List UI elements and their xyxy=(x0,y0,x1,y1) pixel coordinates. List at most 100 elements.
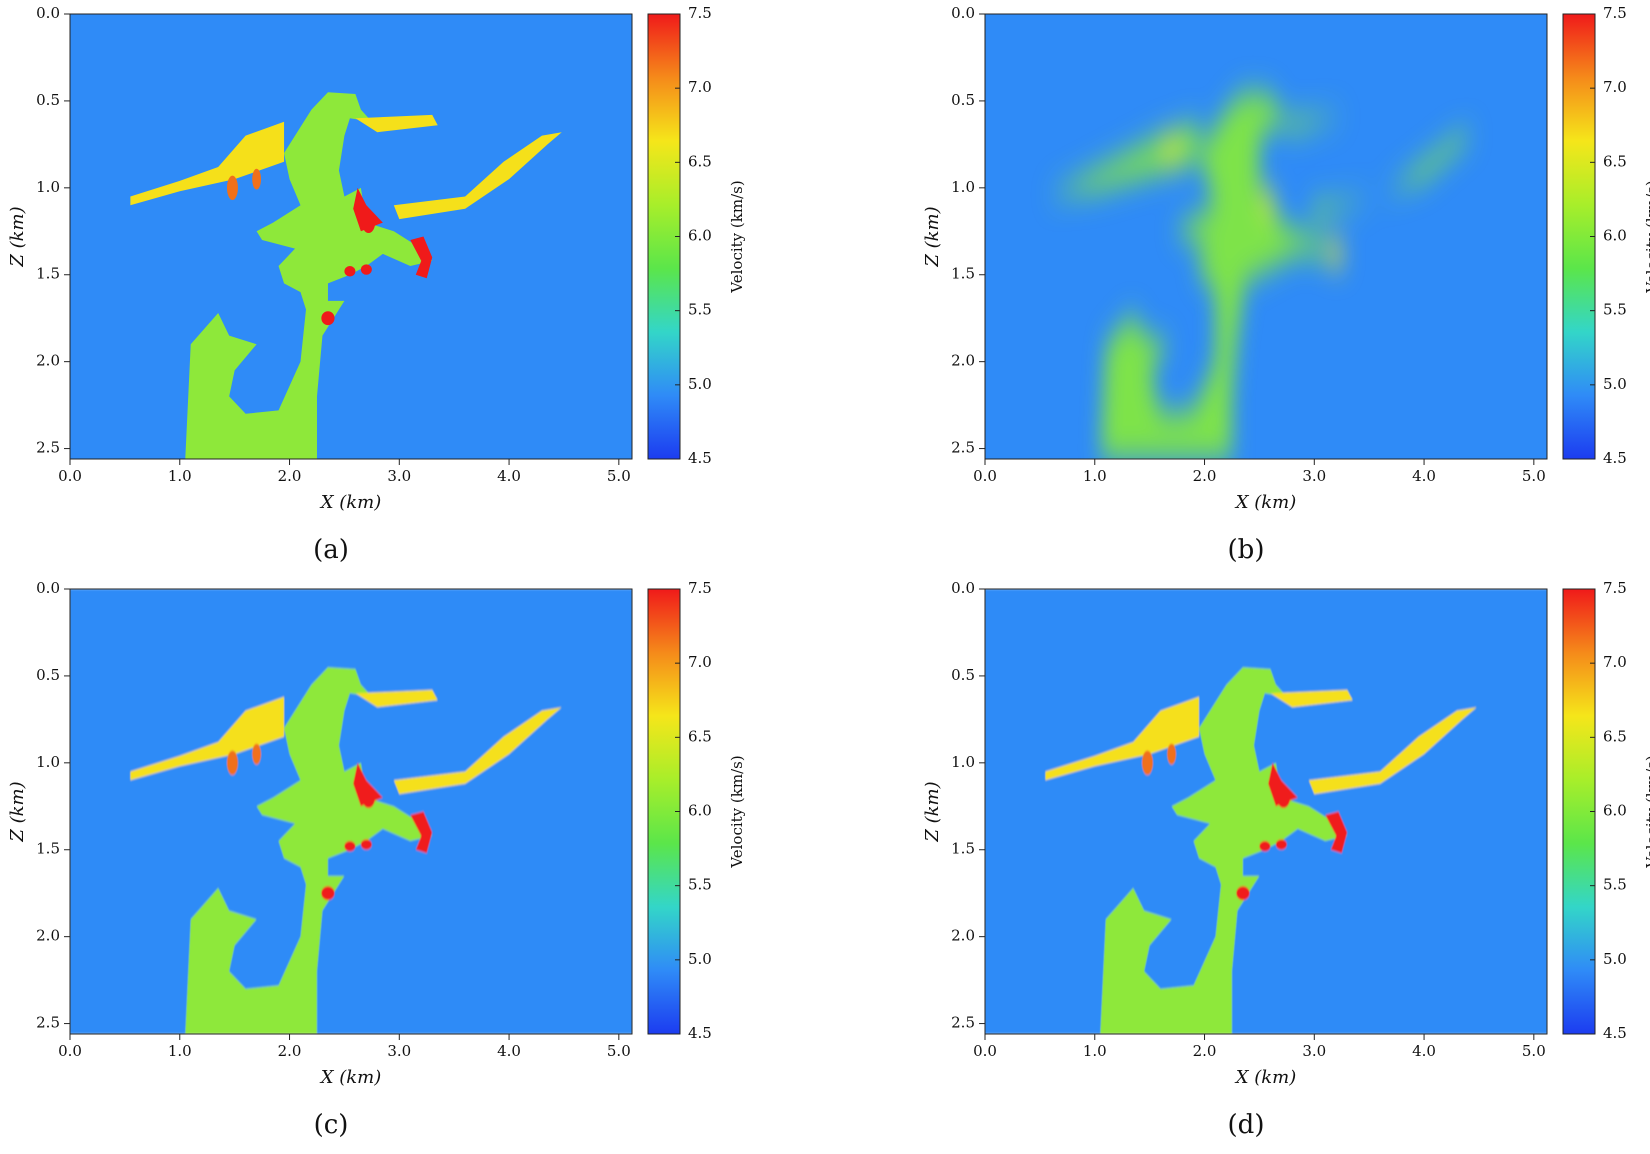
y-tick-label: 1.5 xyxy=(36,265,60,283)
y-tick-label: 0.5 xyxy=(951,666,975,684)
x-tick-label: 3.0 xyxy=(387,467,411,485)
y-tick-label: 0.0 xyxy=(951,579,975,597)
velocity-image xyxy=(985,14,1547,459)
x-tick-label: 1.0 xyxy=(168,1042,192,1060)
plot-frame xyxy=(984,588,1548,1035)
velocity-image xyxy=(985,589,1547,1034)
colorbar-tick-label: 5.0 xyxy=(1603,375,1627,393)
x-tick-label: 2.0 xyxy=(1193,467,1217,485)
caption: (a) xyxy=(313,535,349,565)
x-tick-label: 5.0 xyxy=(1522,467,1546,485)
x-axis-label: X (km) xyxy=(1234,1067,1297,1088)
x-tick-label: 0.0 xyxy=(58,1042,82,1060)
colorbar-tick-label: 6.0 xyxy=(688,227,712,245)
colorbar xyxy=(1562,13,1596,460)
colorbar-tick-label: 5.0 xyxy=(688,375,712,393)
colorbar-tick-label: 5.0 xyxy=(1603,950,1627,968)
y-tick-label: 0.5 xyxy=(36,666,60,684)
y-tick-label: 1.0 xyxy=(36,753,60,771)
colorbar-tick-label: 6.0 xyxy=(688,802,712,820)
colorbar-tick-label: 6.0 xyxy=(1603,227,1627,245)
x-tick-label: 3.0 xyxy=(1302,467,1326,485)
y-tick-label: 1.5 xyxy=(36,840,60,858)
y-axis-label: Z (km) xyxy=(7,206,28,267)
colorbar-label: Velocity (km/s) xyxy=(1643,755,1650,868)
y-tick-label: 2.5 xyxy=(951,439,975,457)
colorbar-tick-label: 7.5 xyxy=(1603,4,1627,22)
colorbar-tick-label: 6.5 xyxy=(688,727,712,745)
colorbar xyxy=(647,13,681,460)
colorbar-tick-label: 7.0 xyxy=(688,78,712,96)
colorbar-tick-label: 4.5 xyxy=(1603,449,1627,467)
velocity-field xyxy=(70,589,632,1034)
colorbar-tick-label: 7.0 xyxy=(1603,78,1627,96)
caption: (c) xyxy=(314,1110,349,1140)
panel: 0.0 1.0 2.0 3.0 4.0 5.0 0.0 0.5 1.0 1.5 2.0 2.5 X (k… xyxy=(922,4,1650,565)
x-tick-label: 2.0 xyxy=(278,1042,302,1060)
y-tick-label: 0.0 xyxy=(36,4,60,22)
colorbar-tick-label: 4.5 xyxy=(1603,1024,1627,1042)
velocity-field xyxy=(985,14,1547,459)
y-tick-label: 0.5 xyxy=(36,91,60,109)
colorbar-tick-label: 5.5 xyxy=(1603,301,1627,319)
colorbar-tick-label: 6.0 xyxy=(1603,802,1627,820)
x-axis-label: X (km) xyxy=(319,492,382,513)
x-tick-label: 5.0 xyxy=(1522,1042,1546,1060)
x-tick-label: 5.0 xyxy=(607,1042,631,1060)
y-tick-label: 1.5 xyxy=(951,840,975,858)
x-axis-label: X (km) xyxy=(319,1067,382,1088)
velocity-field xyxy=(985,589,1547,1034)
colorbar-tick-label: 5.0 xyxy=(688,950,712,968)
plot-frame xyxy=(69,588,633,1035)
panel: 0.0 1.0 2.0 3.0 4.0 5.0 0.0 0.5 1.0 1.5 2.0 2.5 X (k… xyxy=(922,579,1650,1140)
x-tick-label: 1.0 xyxy=(1083,1042,1107,1060)
panel: 0.0 1.0 2.0 3.0 4.0 5.0 0.0 0.5 1.0 1.5 2.0 2.5 X (k… xyxy=(7,4,746,565)
colorbar-label: Velocity (km/s) xyxy=(728,755,746,868)
colorbar-tick-label: 6.5 xyxy=(1603,727,1627,745)
y-axis-label: Z (km) xyxy=(922,206,943,267)
x-tick-label: 0.0 xyxy=(58,467,82,485)
y-tick-label: 2.5 xyxy=(36,1014,60,1032)
x-axis-label: X (km) xyxy=(1234,492,1297,513)
y-tick-label: 2.0 xyxy=(951,352,975,370)
panel: 0.0 1.0 2.0 3.0 4.0 5.0 0.0 0.5 1.0 1.5 2.0 2.5 X (k… xyxy=(7,579,746,1140)
y-tick-label: 0.0 xyxy=(951,4,975,22)
x-tick-label: 2.0 xyxy=(1193,1042,1217,1060)
plot-frame xyxy=(69,13,633,460)
x-tick-label: 5.0 xyxy=(607,467,631,485)
y-tick-label: 2.0 xyxy=(951,927,975,945)
y-tick-label: 0.5 xyxy=(951,91,975,109)
y-tick-label: 2.0 xyxy=(36,352,60,370)
x-tick-label: 2.0 xyxy=(278,467,302,485)
x-tick-label: 4.0 xyxy=(497,1042,521,1060)
y-tick-label: 2.0 xyxy=(36,927,60,945)
colorbar-tick-label: 7.5 xyxy=(1603,579,1627,597)
colorbar-label: Velocity (km/s) xyxy=(728,180,746,293)
velocity-image xyxy=(70,589,632,1034)
colorbar-tick-label: 7.5 xyxy=(688,579,712,597)
y-axis-label: Z (km) xyxy=(922,781,943,842)
caption: (b) xyxy=(1228,535,1265,565)
colorbar-tick-label: 7.0 xyxy=(688,653,712,671)
caption: (d) xyxy=(1228,1110,1265,1140)
colorbar-tick-label: 4.5 xyxy=(688,1024,712,1042)
x-tick-label: 1.0 xyxy=(168,467,192,485)
x-tick-label: 1.0 xyxy=(1083,467,1107,485)
x-tick-label: 0.0 xyxy=(973,1042,997,1060)
plot-frame xyxy=(984,13,1548,460)
colorbar xyxy=(1562,588,1596,1035)
x-tick-label: 0.0 xyxy=(973,467,997,485)
colorbar-tick-label: 6.5 xyxy=(688,152,712,170)
x-tick-label: 3.0 xyxy=(1302,1042,1326,1060)
y-tick-label: 1.0 xyxy=(951,178,975,196)
x-tick-label: 4.0 xyxy=(1412,1042,1436,1060)
colorbar-tick-label: 5.5 xyxy=(688,876,712,894)
colorbar-tick-label: 4.5 xyxy=(688,449,712,467)
colorbar xyxy=(647,588,681,1035)
velocity-field xyxy=(70,14,632,459)
colorbar-label: Velocity (km/s) xyxy=(1643,180,1650,293)
y-tick-label: 1.0 xyxy=(951,753,975,771)
y-tick-label: 1.0 xyxy=(36,178,60,196)
velocity-image xyxy=(70,14,632,459)
